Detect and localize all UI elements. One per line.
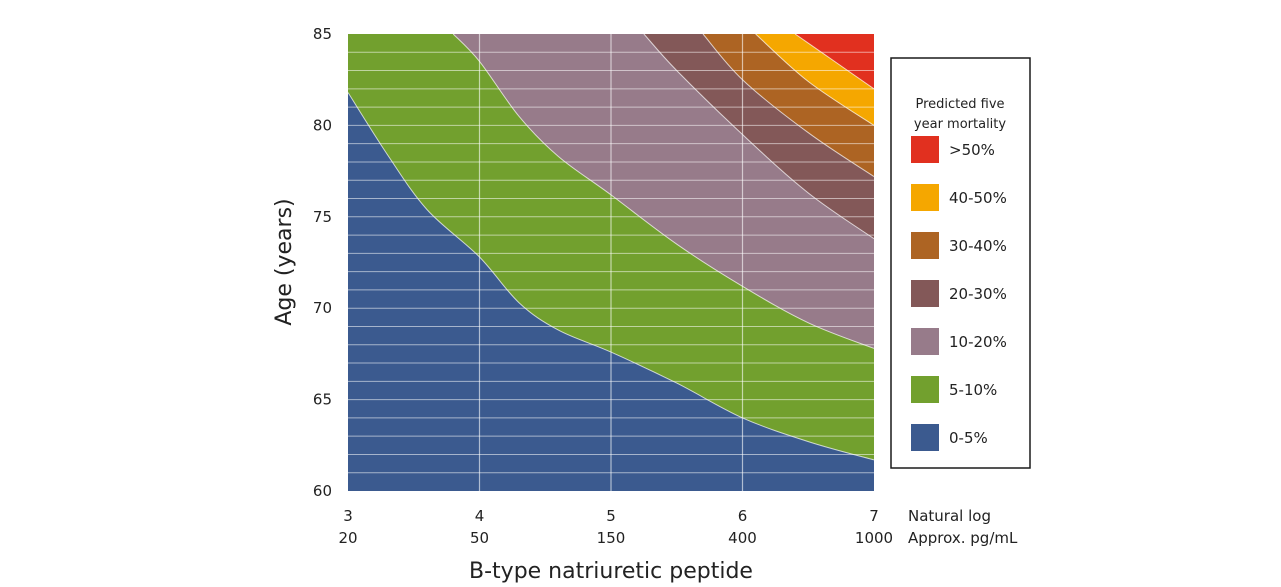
y-axis-title: Age (years): [272, 198, 297, 325]
x-tick-label-pgml: 1000: [855, 529, 893, 547]
y-tick-label: 80: [313, 116, 332, 134]
boundary-line: [348, 92, 874, 461]
boundary-line: [643, 34, 874, 240]
region-boundaries: [348, 34, 874, 461]
x-tick-label-log: 7: [869, 507, 879, 525]
plot-area: [348, 34, 874, 491]
x-tick-label-pgml: 150: [597, 529, 626, 547]
legend-label: >50%: [949, 141, 995, 159]
legend-label: 40-50%: [949, 189, 1007, 207]
x-tick-label-log: 3: [343, 507, 353, 525]
legend-swatch: [911, 232, 939, 259]
y-tick-label: 65: [313, 391, 332, 409]
x-tick-label-log: 6: [738, 507, 748, 525]
x-row-label-pg-ml: Approx. pg/mL: [908, 529, 1018, 547]
boundary-line: [794, 34, 874, 90]
legend-swatch: [911, 280, 939, 307]
legend-swatch: [911, 424, 939, 451]
x-tick-label-pgml: 20: [338, 529, 357, 547]
legend-label: 5-10%: [949, 381, 997, 399]
legend-label: 0-5%: [949, 429, 988, 447]
y-tick-label: 75: [313, 208, 332, 226]
y-tick-label: 60: [313, 482, 332, 500]
y-axis-ticks: 60 65 70 75 80 85: [313, 25, 332, 500]
legend-label: 20-30%: [949, 285, 1007, 303]
legend-swatch: [911, 184, 939, 211]
x-tick-label-pgml: 50: [470, 529, 489, 547]
legend-items: >50% 40-50% 30-40% 20-30% 10-20% 5-10% 0-5%: [911, 136, 1007, 451]
x-tick-label-pgml: 400: [728, 529, 757, 547]
risk-regions: [348, 34, 874, 491]
x-axis-ticks: 3 20 4 50 5 150 6 400 7 1000: [338, 507, 893, 547]
vertical-gridlines: [478, 34, 744, 491]
legend: Predicted five year mortality >50% 40-50%…: [890, 57, 1031, 469]
legend-title-line-2: year mortality: [914, 117, 1006, 132]
legend-swatch: [911, 136, 939, 163]
legend-title-line-1: Predicted five: [915, 97, 1004, 112]
boundary-line: [702, 34, 874, 178]
y-tick-label: 70: [313, 299, 332, 317]
x-tick-label-log: 5: [606, 507, 616, 525]
x-axis-title: B-type natriuretic peptide: [469, 559, 753, 583]
legend-label: 30-40%: [949, 237, 1007, 255]
legend-swatch: [911, 376, 939, 403]
legend-label: 10-20%: [949, 333, 1007, 351]
y-tick-label: 85: [313, 25, 332, 43]
boundary-line: [755, 34, 874, 126]
boundary-line: [452, 34, 874, 349]
x-tick-label-log: 4: [475, 507, 485, 525]
legend-swatch: [911, 328, 939, 355]
x-row-label-natural-log: Natural log: [908, 507, 991, 525]
